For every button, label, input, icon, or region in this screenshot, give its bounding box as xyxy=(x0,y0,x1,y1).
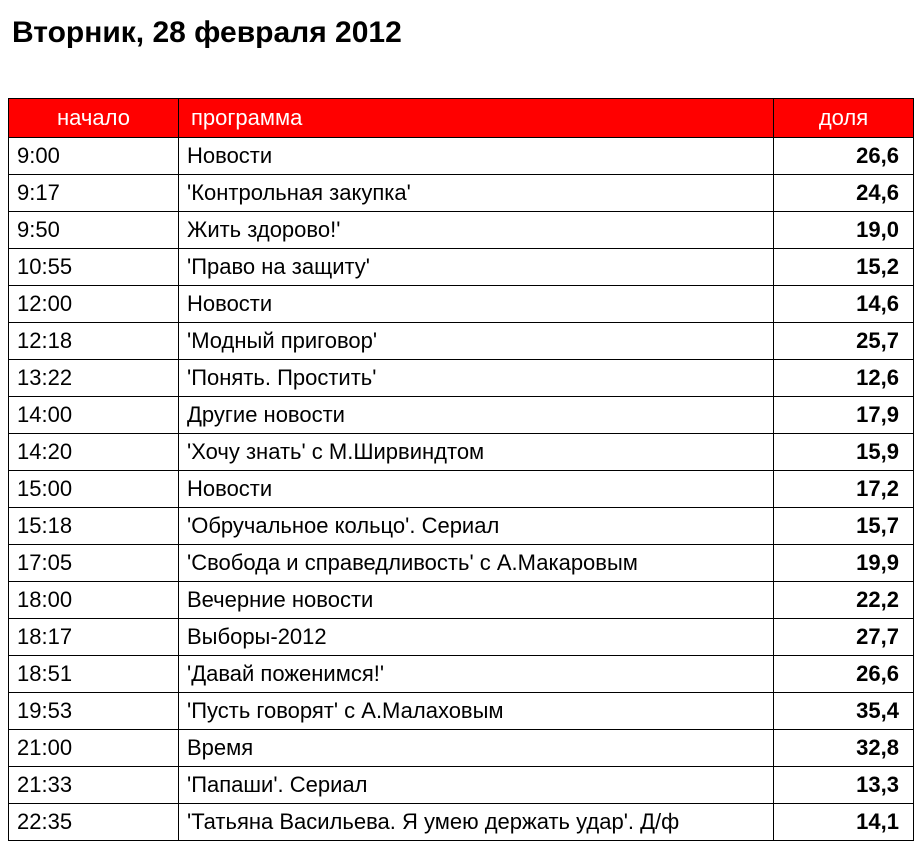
cell-share: 17,2 xyxy=(774,471,914,508)
cell-share: 35,4 xyxy=(774,693,914,730)
cell-program: 'Свобода и справедливость' с А.Макаровым xyxy=(179,545,774,582)
cell-share: 25,7 xyxy=(774,323,914,360)
cell-program: 'Давай поженимся!' xyxy=(179,656,774,693)
cell-time: 14:20 xyxy=(9,434,179,471)
col-header-time: начало xyxy=(9,99,179,138)
table-row: 15:18'Обручальное кольцо'. Сериал15,7 xyxy=(9,508,914,545)
cell-time: 22:35 xyxy=(9,804,179,841)
cell-program: Новости xyxy=(179,138,774,175)
table-row: 19:53'Пусть говорят' с А.Малаховым35,4 xyxy=(9,693,914,730)
table-row: 18:51'Давай поженимся!'26,6 xyxy=(9,656,914,693)
table-row: 21:33'Папаши'. Сериал13,3 xyxy=(9,767,914,804)
table-row: 22:35'Татьяна Васильева. Я умею держать … xyxy=(9,804,914,841)
table-row: 14:00Другие новости17,9 xyxy=(9,397,914,434)
cell-program: Жить здорово!' xyxy=(179,212,774,249)
cell-time: 9:50 xyxy=(9,212,179,249)
cell-share: 26,6 xyxy=(774,138,914,175)
cell-share: 22,2 xyxy=(774,582,914,619)
cell-program: Новости xyxy=(179,286,774,323)
cell-program: 'Контрольная закупка' xyxy=(179,175,774,212)
cell-share: 17,9 xyxy=(774,397,914,434)
cell-share: 27,7 xyxy=(774,619,914,656)
cell-time: 17:05 xyxy=(9,545,179,582)
page-title: Вторник, 28 февраля 2012 xyxy=(12,16,914,50)
cell-time: 9:17 xyxy=(9,175,179,212)
header-row: начало программа доля xyxy=(9,99,914,138)
table-row: 15:00Новости17,2 xyxy=(9,471,914,508)
cell-time: 15:18 xyxy=(9,508,179,545)
table-row: 21:00Время32,8 xyxy=(9,730,914,767)
cell-time: 21:00 xyxy=(9,730,179,767)
cell-time: 21:33 xyxy=(9,767,179,804)
table-row: 9:00Новости26,6 xyxy=(9,138,914,175)
cell-share: 12,6 xyxy=(774,360,914,397)
cell-time: 15:00 xyxy=(9,471,179,508)
cell-share: 15,7 xyxy=(774,508,914,545)
cell-time: 18:00 xyxy=(9,582,179,619)
table-row: 9:17'Контрольная закупка'24,6 xyxy=(9,175,914,212)
cell-program: 'Обручальное кольцо'. Сериал xyxy=(179,508,774,545)
cell-share: 14,6 xyxy=(774,286,914,323)
cell-program: Другие новости xyxy=(179,397,774,434)
cell-share: 26,6 xyxy=(774,656,914,693)
cell-time: 9:00 xyxy=(9,138,179,175)
cell-program: 'Папаши'. Сериал xyxy=(179,767,774,804)
table-row: 9:50Жить здорово!'19,0 xyxy=(9,212,914,249)
cell-share: 32,8 xyxy=(774,730,914,767)
cell-program: 'Право на защиту' xyxy=(179,249,774,286)
table-row: 18:00Вечерние новости22,2 xyxy=(9,582,914,619)
table-row: 14:20'Хочу знать' с М.Ширвиндтом15,9 xyxy=(9,434,914,471)
cell-program: 'Хочу знать' с М.Ширвиндтом xyxy=(179,434,774,471)
cell-program: 'Татьяна Васильева. Я умею держать удар'… xyxy=(179,804,774,841)
cell-share: 19,0 xyxy=(774,212,914,249)
cell-time: 14:00 xyxy=(9,397,179,434)
cell-share: 24,6 xyxy=(774,175,914,212)
cell-share: 19,9 xyxy=(774,545,914,582)
table-row: 12:18'Модный приговор'25,7 xyxy=(9,323,914,360)
cell-time: 13:22 xyxy=(9,360,179,397)
table-row: 13:22'Понять. Простить'12,6 xyxy=(9,360,914,397)
cell-time: 10:55 xyxy=(9,249,179,286)
schedule-table: начало программа доля 9:00Новости26,69:1… xyxy=(8,98,914,841)
col-header-share: доля xyxy=(774,99,914,138)
table-row: 12:00Новости14,6 xyxy=(9,286,914,323)
cell-share: 15,2 xyxy=(774,249,914,286)
cell-share: 14,1 xyxy=(774,804,914,841)
cell-time: 12:18 xyxy=(9,323,179,360)
cell-share: 13,3 xyxy=(774,767,914,804)
col-header-program: программа xyxy=(179,99,774,138)
table-row: 10:55'Право на защиту'15,2 xyxy=(9,249,914,286)
table-row: 17:05'Свобода и справедливость' с А.Мака… xyxy=(9,545,914,582)
cell-program: 'Понять. Простить' xyxy=(179,360,774,397)
cell-program: Время xyxy=(179,730,774,767)
cell-time: 12:00 xyxy=(9,286,179,323)
cell-program: Новости xyxy=(179,471,774,508)
cell-program: 'Пусть говорят' с А.Малаховым xyxy=(179,693,774,730)
cell-program: Выборы-2012 xyxy=(179,619,774,656)
cell-share: 15,9 xyxy=(774,434,914,471)
cell-time: 18:51 xyxy=(9,656,179,693)
cell-time: 19:53 xyxy=(9,693,179,730)
cell-time: 18:17 xyxy=(9,619,179,656)
cell-program: Вечерние новости xyxy=(179,582,774,619)
table-row: 18:17Выборы-201227,7 xyxy=(9,619,914,656)
cell-program: 'Модный приговор' xyxy=(179,323,774,360)
